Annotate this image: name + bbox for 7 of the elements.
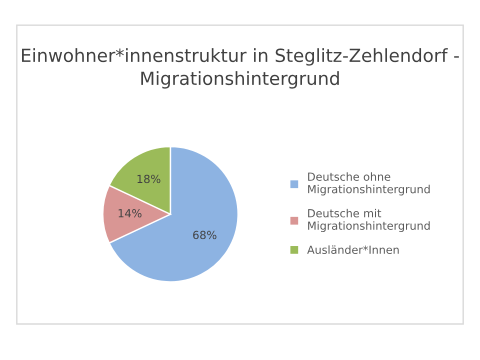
legend-label: Deutsche ohne Migrationshintergrund (308, 172, 430, 196)
data-label: 18% (138, 174, 160, 184)
data-label: 68% (193, 230, 216, 240)
data-label: 14% (118, 209, 142, 218)
legend-label: Deutsche mit Migrationshintergrund (308, 208, 430, 232)
legend-label: Ausländer*Innen (307, 245, 399, 254)
chart-title: Einwohner*innenstruktur in Steglitz-Zehlendorf - Migrationshintergrund (22, 48, 459, 89)
